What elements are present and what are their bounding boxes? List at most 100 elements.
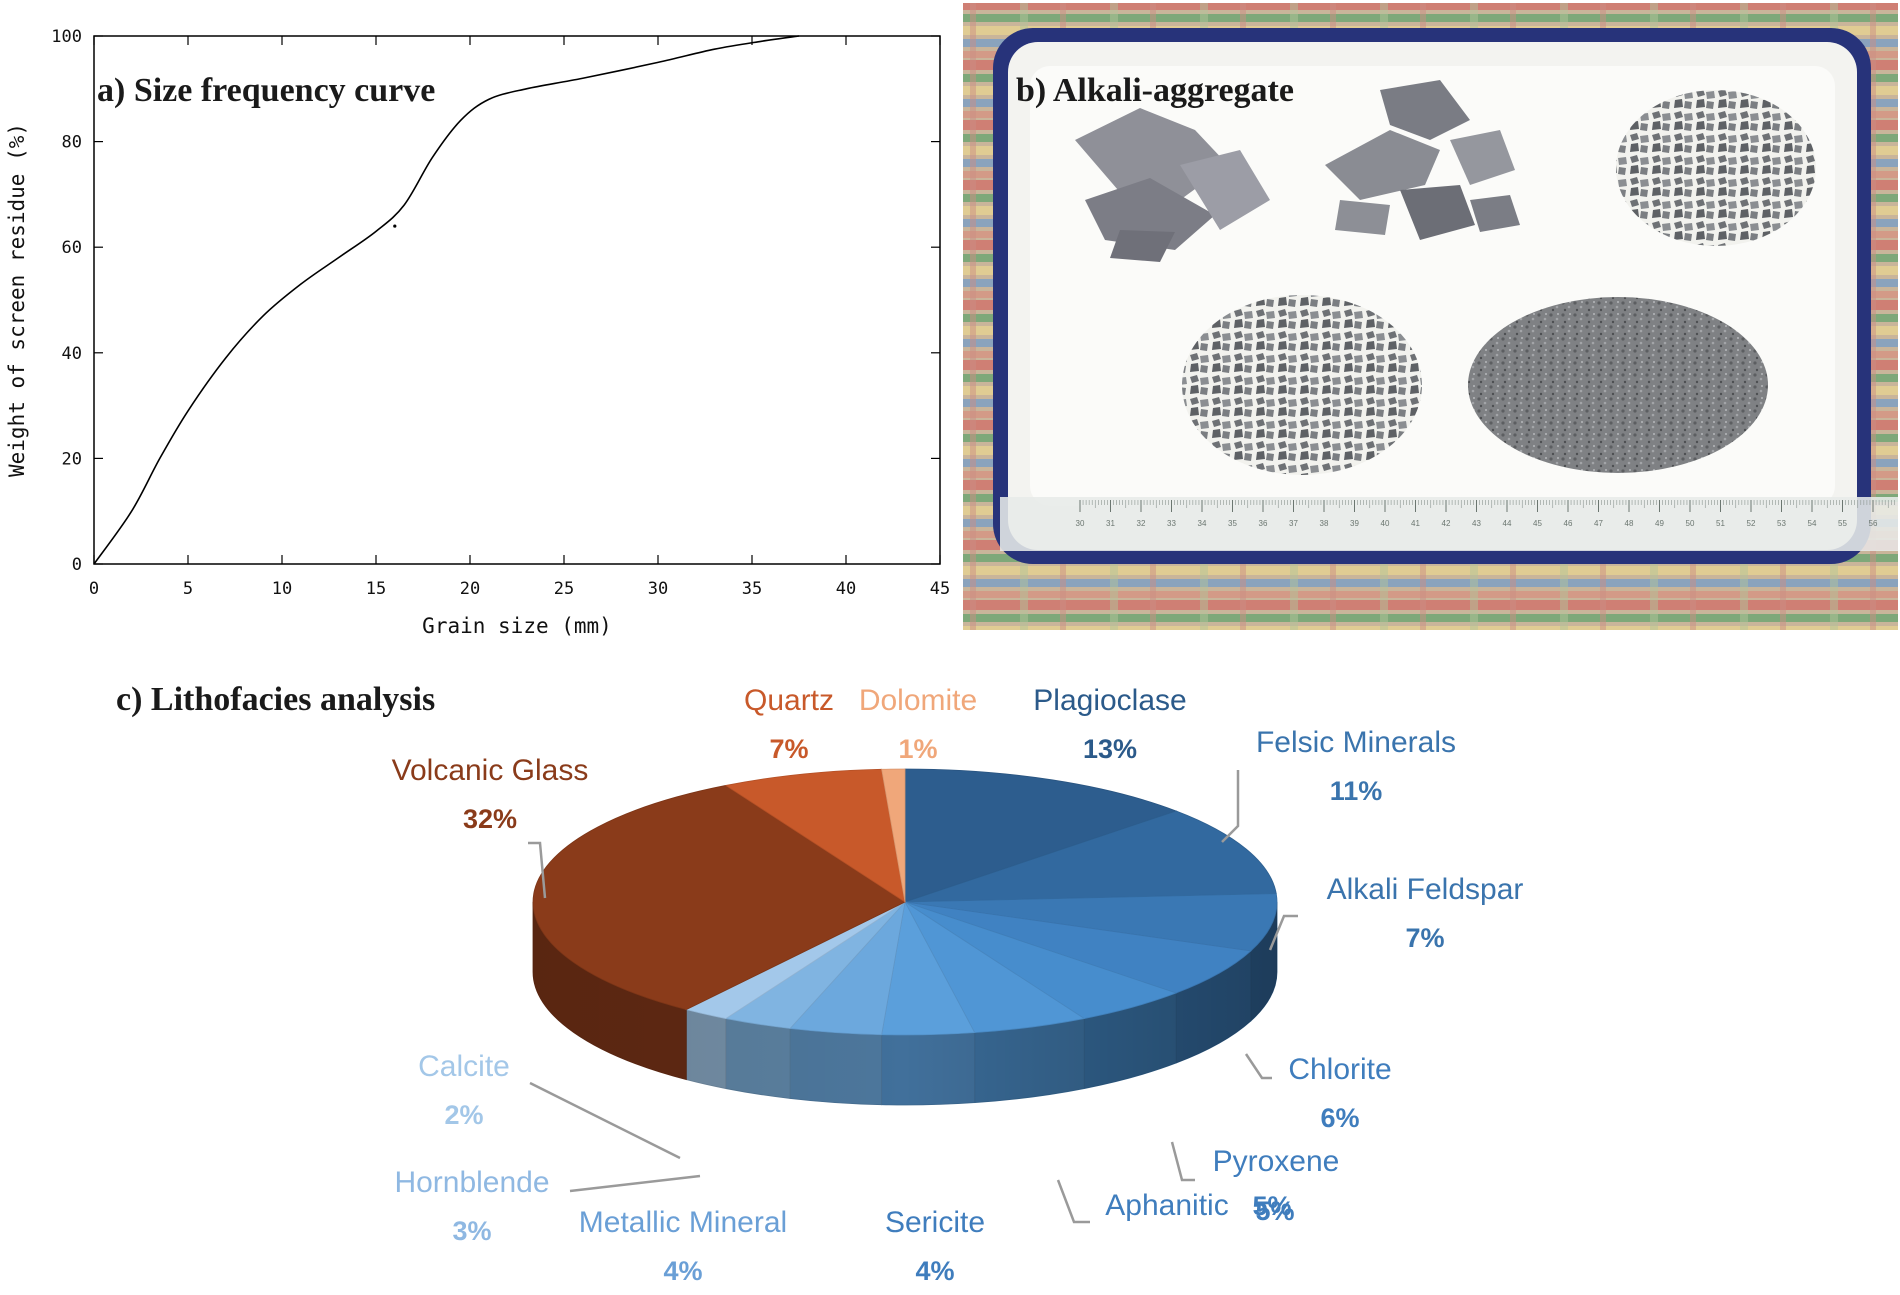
- ruler: 30 31 32 33 34 35 36 37 38 39 40 41 42 43 44 45 46 47 48 49…: [1000, 497, 1898, 551]
- y-tick-label: 100: [51, 27, 82, 47]
- plot-frame: [93, 35, 941, 565]
- size-curve-line: [93, 35, 800, 565]
- slice-label: Felsic Minerals: [1256, 726, 1456, 759]
- ruler-number: 46: [1564, 519, 1573, 528]
- y-axis-ticks: 0 20 40 60 80 100: [51, 27, 940, 575]
- ruler-number: 34: [1198, 519, 1207, 528]
- pie-slice-quartz: [724, 768, 906, 903]
- x-tick-label: 35: [742, 579, 762, 599]
- leader-line: [1221, 770, 1240, 843]
- large-rock-pile: [1075, 108, 1270, 262]
- x-tick-label: 45: [930, 579, 950, 599]
- ruler-number: 51: [1716, 519, 1725, 528]
- x-axis-ticks: 0 5 10 15 20 25 30 35 40 45: [89, 36, 950, 599]
- slice-label: Metallic Mineral: [579, 1206, 787, 1239]
- small-gravel-pile: [1616, 90, 1816, 246]
- pie-slice-plagioclase: [904, 768, 1178, 903]
- pie-slice-alkali-feldspar: [904, 893, 1278, 952]
- leader-line: [529, 1081, 681, 1160]
- ruler-number: 56: [1869, 519, 1878, 528]
- y-tick-label: 0: [72, 555, 82, 575]
- ruler-number: 42: [1442, 519, 1451, 528]
- ruler-number: 44: [1503, 519, 1512, 528]
- x-tick-label: 5: [183, 579, 193, 599]
- slice-label: Aphanitic: [1105, 1189, 1228, 1222]
- y-tick-label: 60: [62, 238, 82, 258]
- panel-a-title: a) Size frequency curve: [97, 72, 435, 109]
- lithofacies-pie-chart: c) Lithofacies analysis Plagioclase 13% Fe…: [116, 681, 1523, 1286]
- slice-label: Dolomite: [859, 684, 977, 717]
- slice-percent: 2%: [444, 1100, 483, 1130]
- pie-top-slices: [532, 768, 1278, 1036]
- x-axis-label: Grain size (mm): [422, 614, 612, 638]
- pie-slice-chlorite: [904, 901, 1252, 994]
- ruler-number: 36: [1259, 519, 1268, 528]
- leader-line: [528, 841, 547, 899]
- leader-line: [1170, 1141, 1195, 1182]
- ruler-number: 43: [1472, 519, 1481, 528]
- alkali-aggregate-photo: 30 31 32 33 34 35 36 37 38 39 40 41 42 43 44 45 46 47 48 49…: [963, 3, 1898, 630]
- ruler-number: 54: [1808, 519, 1817, 528]
- slice-label: Plagioclase: [1033, 684, 1186, 717]
- ruler-number: 33: [1167, 519, 1176, 528]
- x-tick-label: 25: [554, 579, 574, 599]
- slice-percent: 5%: [1252, 1191, 1291, 1221]
- ruler-number: 31: [1106, 519, 1115, 528]
- slice-label: Hornblende: [394, 1166, 549, 1199]
- x-tick-label: 15: [366, 579, 386, 599]
- ruler-number: 53: [1777, 519, 1786, 528]
- x-tick-label: 40: [836, 579, 856, 599]
- slice-percent: 32%: [463, 804, 517, 834]
- pie-slice-felsic-minerals: [904, 810, 1277, 903]
- slice-percent: 5%: [1255, 1196, 1294, 1226]
- pie-labels: Plagioclase 13% Felsic Minerals 11% Alkali F…: [392, 684, 1524, 1286]
- ruler-number: 37: [1289, 519, 1298, 528]
- ruler-number: 30: [1076, 519, 1085, 528]
- slice-percent: 13%: [1083, 734, 1137, 764]
- size-frequency-chart: 0 5 10 15 20 25 30 35 40 45 0 20 40 60 80 100 a) Size …: [5, 27, 950, 638]
- x-tick-label: 10: [272, 579, 292, 599]
- slice-percent: 11%: [1330, 776, 1383, 806]
- ruler-number: 55: [1838, 519, 1847, 528]
- slice-percent: 6%: [1320, 1103, 1359, 1133]
- ruler-number: 38: [1320, 519, 1329, 528]
- slice-label: Quartz: [744, 684, 834, 717]
- slice-percent: 1%: [898, 734, 937, 764]
- leader-line: [569, 1174, 701, 1193]
- ruler-number: 49: [1655, 519, 1664, 528]
- panel-c-title: c) Lithofacies analysis: [116, 681, 435, 718]
- slice-percent: 4%: [663, 1256, 702, 1286]
- pie-side-shading: [533, 902, 1277, 1105]
- ruler-number: 47: [1594, 519, 1603, 528]
- leader-line: [1244, 1053, 1272, 1080]
- slice-label: Alkali Feldspar: [1327, 873, 1524, 906]
- y-tick-label: 40: [62, 344, 82, 364]
- pie-slice-volcanic-glass: [532, 785, 906, 1011]
- ruler-number: 50: [1686, 519, 1695, 528]
- x-tick-label: 0: [89, 579, 99, 599]
- x-tick-label: 30: [648, 579, 668, 599]
- ruler-number: 48: [1625, 519, 1634, 528]
- slice-percent: 7%: [1405, 923, 1444, 953]
- slice-label: Sericite: [885, 1206, 985, 1239]
- sand-pile: [1468, 297, 1768, 473]
- leader-line: [1056, 1179, 1090, 1224]
- medium-rock-pile: [1325, 80, 1520, 240]
- panel-b-title: b) Alkali-aggregate: [1016, 72, 1294, 109]
- stray-data-dot: [393, 224, 397, 228]
- slice-percent: 4%: [915, 1256, 954, 1286]
- slice-percent: 7%: [769, 734, 808, 764]
- slice-label: Chlorite: [1288, 1053, 1391, 1086]
- ruler-number: 41: [1411, 519, 1420, 528]
- ruler-number: 39: [1350, 519, 1359, 528]
- ruler-number: 35: [1228, 519, 1237, 528]
- ruler-number: 40: [1381, 519, 1390, 528]
- x-tick-label: 20: [460, 579, 480, 599]
- y-tick-label: 80: [62, 133, 82, 153]
- fine-gravel-pile: [1182, 295, 1422, 475]
- pie-leader-lines: [528, 770, 1298, 1224]
- ruler-number: 32: [1137, 519, 1146, 528]
- y-axis-label: Weight of screen residue (%): [5, 123, 29, 477]
- slice-label: Calcite: [418, 1050, 510, 1083]
